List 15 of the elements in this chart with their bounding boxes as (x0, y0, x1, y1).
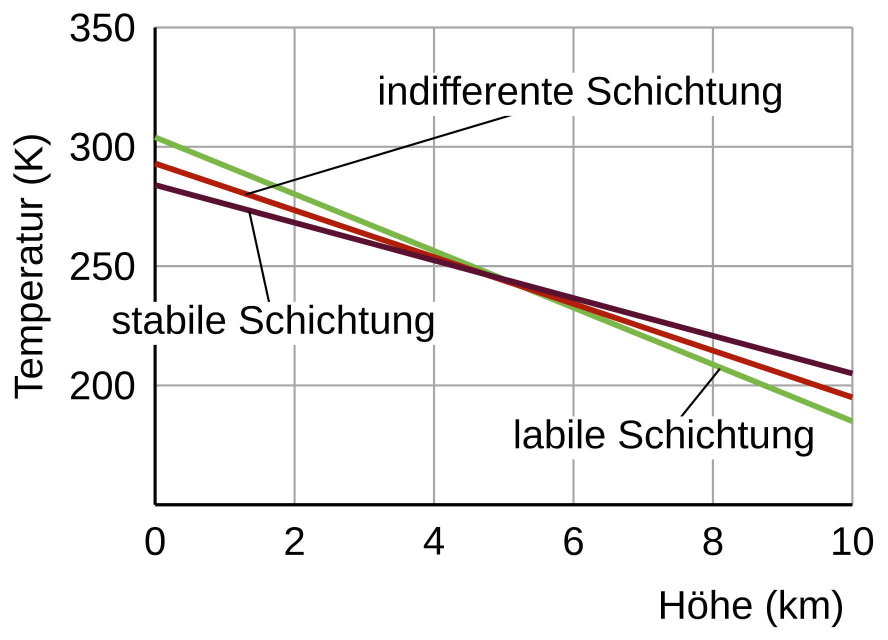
x-tick-label: 2 (285, 526, 304, 555)
x-tick-label: 10 (833, 526, 874, 556)
x-tick-label: 0 (146, 526, 165, 556)
x-tick-label: 8 (704, 526, 722, 556)
y-tick-label: 300 (70, 132, 134, 161)
y-tick-label: 250 (71, 252, 134, 280)
x-tick-label: 4 (424, 526, 444, 554)
annotation: labile Schichtung (516, 419, 813, 456)
x-axis-title: Höhe (km) (661, 590, 842, 627)
y-tick-label: 200 (71, 371, 134, 400)
y-tick-label: 350 (70, 13, 134, 42)
annotation: stabile Schichtung (112, 304, 434, 342)
y-axis-title: Temperatur (K) (13, 135, 51, 398)
annotation: indifferente Schichtung (380, 75, 781, 113)
x-tick-label: 6 (564, 526, 583, 556)
